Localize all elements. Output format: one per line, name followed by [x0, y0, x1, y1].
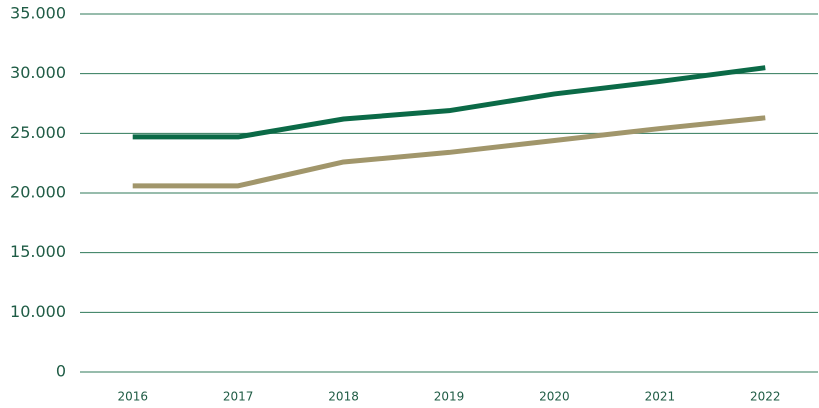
y-tick-label: 0 — [56, 362, 66, 381]
y-tick-label: 35.000 — [10, 4, 66, 23]
y-tick-label: 30.000 — [10, 63, 66, 82]
x-tick-label: 2017 — [223, 390, 254, 404]
y-tick-label: 15.000 — [10, 242, 66, 261]
x-tick-label: 2020 — [539, 390, 570, 404]
x-tick-label: 2019 — [434, 390, 465, 404]
series-line — [132, 115, 766, 189]
series-line — [132, 65, 766, 140]
x-tick-label: 2022 — [750, 390, 781, 404]
y-tick-label: 10.000 — [10, 302, 66, 321]
y-tick-label: 20.000 — [10, 183, 66, 202]
x-tick-label: 2016 — [117, 390, 148, 404]
y-tick-label: 25.000 — [10, 123, 66, 142]
x-tick-label: 2021 — [645, 390, 676, 404]
x-tick-label: 2018 — [328, 390, 359, 404]
